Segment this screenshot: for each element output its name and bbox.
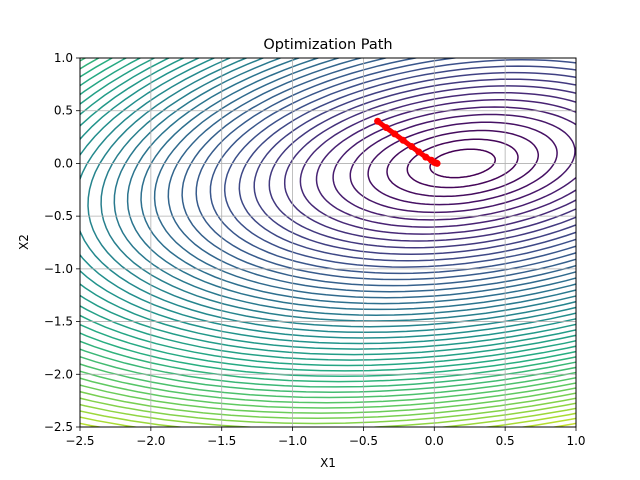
y-tick-label: −1.5	[44, 315, 73, 329]
x-tick-label: −1.0	[278, 434, 307, 448]
contour-line	[87, 58, 576, 328]
contour-line	[223, 59, 576, 268]
contour-line	[113, 58, 576, 316]
x-tick-label: −1.5	[207, 434, 236, 448]
contour-line	[406, 138, 519, 189]
path-point	[391, 130, 399, 138]
contour-line	[299, 91, 576, 235]
contour-line	[429, 148, 496, 179]
x-tick-label: 0.5	[496, 434, 515, 448]
contour-line	[386, 129, 540, 198]
chart-title: Optimization Path	[263, 37, 392, 53]
path-point	[433, 159, 441, 167]
y-tick-label: −1.0	[44, 262, 73, 276]
contour-line	[283, 85, 576, 242]
contour-lines	[80, 58, 576, 427]
y-tick-label: 1.0	[54, 51, 73, 65]
y-tick-label: 0.5	[54, 104, 73, 118]
y-tick-label: −0.5	[44, 209, 73, 223]
path-point	[382, 124, 390, 132]
contour-line	[367, 121, 558, 206]
contour-line	[268, 78, 576, 249]
path-point	[399, 136, 407, 144]
path-point	[422, 153, 430, 161]
plot-background	[80, 58, 576, 427]
x-tick-label: −2.5	[65, 434, 94, 448]
grid-lines	[80, 58, 576, 427]
contour-line	[100, 58, 576, 322]
path-point	[374, 117, 382, 125]
plot-frame	[79, 57, 577, 428]
contour-line	[181, 58, 576, 287]
y-tick-label: −2.0	[44, 367, 73, 381]
x-axis-label: X1	[320, 456, 336, 470]
contour-line	[167, 58, 576, 293]
contour-line	[349, 113, 576, 214]
x-tick-label: −0.5	[349, 434, 378, 448]
path-point	[408, 143, 416, 151]
x-tick-label: 1.0	[566, 434, 585, 448]
optimization-path	[374, 117, 441, 167]
x-tick-label: 0.0	[425, 434, 444, 448]
contour-line	[238, 65, 576, 262]
contour-line	[315, 99, 576, 228]
contour-line	[253, 71, 576, 256]
y-axis-ticks: −2.5 −2.0 −1.5 −1.0 −0.5 0.0 0.5 1.0	[44, 51, 80, 434]
path-point	[415, 148, 423, 156]
contour-line	[209, 58, 576, 275]
contour-line	[153, 58, 576, 299]
contour-line	[140, 58, 576, 305]
contour-line	[332, 106, 576, 221]
x-axis-ticks: −2.5 −2.0 −1.5 −1.0 −0.5 0.0 0.5 1.0	[65, 427, 586, 448]
contour-line	[195, 58, 576, 281]
y-axis-label: X2	[17, 234, 31, 250]
y-tick-label: −2.5	[44, 420, 73, 434]
x-tick-label: −2.0	[136, 434, 165, 448]
y-tick-label: 0.0	[54, 156, 73, 170]
